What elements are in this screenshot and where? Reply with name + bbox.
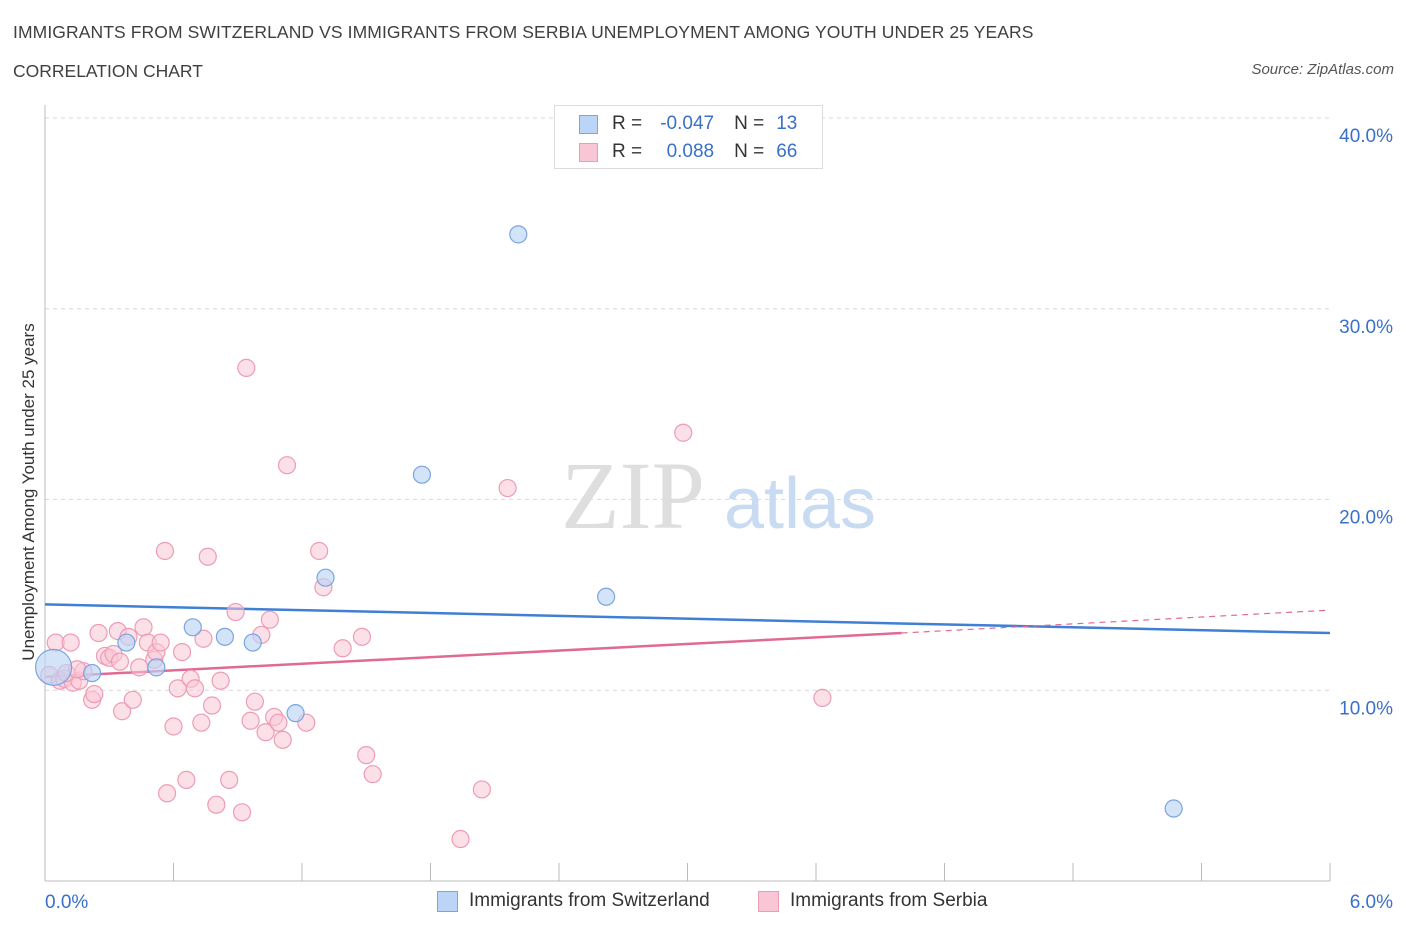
point-switzerland [1164,799,1183,818]
legend-label-serbia: Immigrants from Serbia [790,890,988,911]
point-serbia [123,690,142,709]
watermark-zip: ZIP [561,442,705,549]
watermark: ZIP atlas [561,442,876,549]
point-serbia [177,770,196,790]
point-serbia [232,803,252,822]
point-serbia [198,547,217,566]
point-serbia [211,671,230,690]
point-switzerland [34,648,73,686]
y-tick-label: 10.0% [1339,698,1393,719]
x-tick-label: 0.0% [45,892,88,913]
point-switzerland [286,704,305,723]
point-switzerland [183,618,202,637]
trend-line-serbia-extension [901,609,1331,634]
serbia-legend-swatch [758,890,779,912]
serbia-swatch [579,142,598,162]
y-tick-label: 20.0% [1339,508,1393,529]
chart-title: IMMIGRANTS FROM SWITZERLAND VS IMMIGRANT… [13,22,1034,42]
point-serbia [151,633,170,652]
n-label: N = [734,113,765,134]
point-serbia [674,423,693,442]
r-value-serbia: 0.088 [666,141,715,162]
trend-lines [44,603,1331,679]
point-serbia [207,795,226,814]
point-switzerland [412,465,432,484]
legend-item-switzerland[interactable]: Immigrants from Switzerland [437,890,710,912]
point-switzerland [597,587,616,606]
point-serbia [498,478,517,498]
trend-line-switzerland [44,603,1331,635]
watermark-atlas: atlas [724,464,876,544]
point-serbia [185,679,205,698]
legend-item-serbia[interactable]: Immigrants from Serbia [758,890,987,912]
point-serbia [352,627,372,646]
point-serbia [472,780,491,799]
n-label: N = [734,141,765,162]
y-tick-label: 30.0% [1339,317,1393,338]
point-serbia [134,618,153,637]
r-label: R = [612,113,643,134]
stats-row-serbia: R = 0.088 N = 66 [579,139,797,165]
point-serbia [155,541,175,561]
point-serbia [112,702,132,721]
point-serbia [202,696,222,715]
point-switzerland [83,663,102,683]
point-serbia [130,658,149,677]
axes [44,105,1331,882]
point-serbia [157,784,177,803]
point-serbia [85,684,104,704]
n-value-serbia: 66 [776,141,798,162]
point-switzerland [243,633,262,652]
point-serbia [269,713,288,732]
point-serbia [194,629,213,648]
point-switzerland [117,633,136,652]
trend-line-serbia [44,631,902,679]
switzerland-legend-swatch [437,890,458,912]
source-label: Source: ZipAtlas.com [1251,61,1394,78]
point-serbia [813,688,832,707]
point-serbia [277,456,297,475]
point-serbia [220,770,239,790]
r-value-switzerland: -0.047 [660,113,715,134]
switzerland-swatch [579,114,598,134]
point-serbia [172,642,192,662]
point-serbia [273,730,292,749]
point-serbia [363,765,382,784]
point-switzerland [147,658,166,677]
point-serbia [245,692,264,711]
r-label: R = [612,141,643,162]
point-serbia [89,623,108,643]
point-serbia [192,713,211,732]
point-serbia [451,829,470,849]
point-switzerland [215,627,234,646]
stats-row-switzerland: R = -0.047 N = 13 [579,111,797,137]
point-switzerland [509,225,528,244]
n-value-switzerland: 13 [776,113,798,134]
point-serbia [241,711,260,730]
point-serbia [333,639,352,658]
point-serbia [110,652,130,671]
point-switzerland [316,568,335,587]
data-points [34,225,1183,849]
tick-labels: 10.0% 20.0% 30.0% 40.0% 0.0% 6.0% [45,126,1393,913]
stats-legend: R = -0.047 N = 13 R = 0.088 N = 66 [554,105,823,169]
legend-label-switzerland: Immigrants from Switzerland [469,890,710,911]
point-serbia [310,541,329,561]
y-axis-label: Unemployment Among Youth under 25 years [19,323,38,661]
point-serbia [256,723,275,742]
point-serbia [226,602,245,622]
point-serbia [260,610,279,629]
point-serbia [237,358,256,377]
x-tick-label: 6.0% [1350,892,1393,913]
y-tick-label: 40.0% [1339,126,1393,147]
chart-subtitle: CORRELATION CHART [13,61,203,81]
point-serbia [357,746,376,765]
point-serbia [164,717,183,736]
point-serbia [61,633,80,652]
